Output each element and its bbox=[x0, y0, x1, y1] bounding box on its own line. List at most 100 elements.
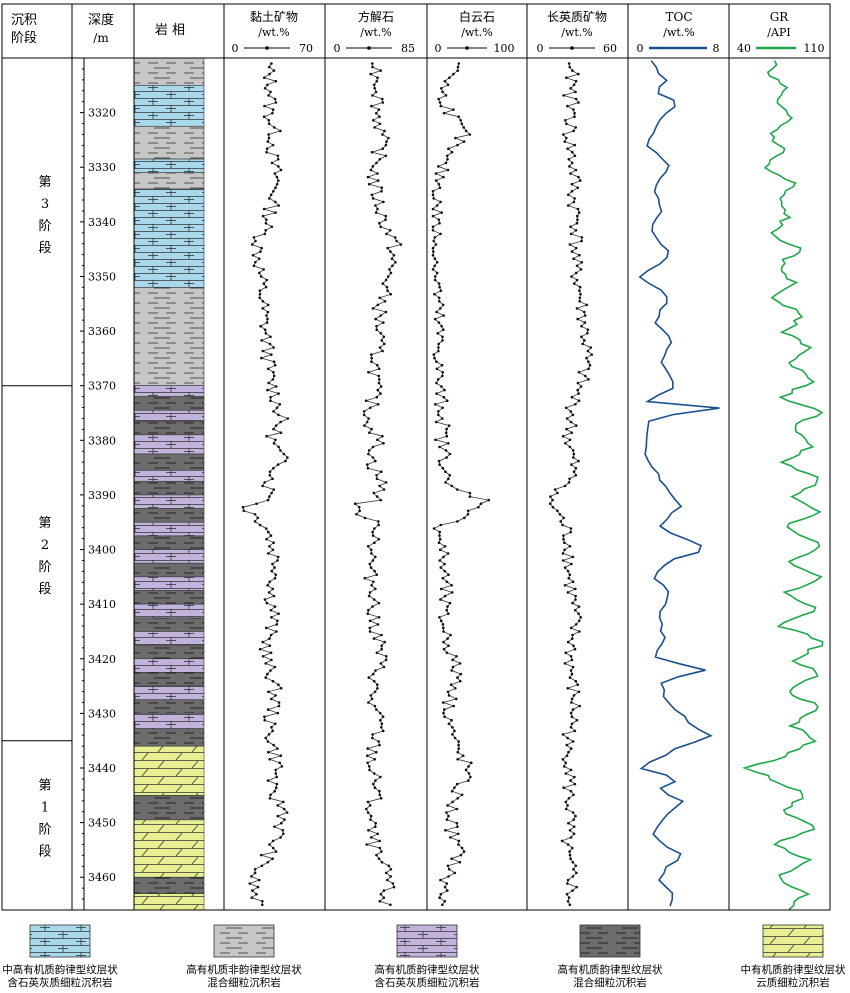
clay-point bbox=[274, 424, 278, 427]
clay-point bbox=[279, 420, 282, 424]
clay-point bbox=[270, 658, 273, 662]
calcite-point bbox=[367, 417, 370, 420]
felsic-point bbox=[556, 491, 559, 495]
dolomite-point bbox=[437, 218, 441, 221]
felsic-point bbox=[563, 566, 567, 569]
clay-point bbox=[270, 616, 273, 619]
calcite-point bbox=[377, 616, 381, 619]
calcite-point bbox=[389, 250, 392, 253]
felsic-point bbox=[562, 534, 565, 537]
dolomite-point bbox=[456, 832, 460, 836]
calcite-point bbox=[378, 115, 381, 118]
calcite-point bbox=[379, 314, 383, 317]
calcite-point bbox=[357, 505, 361, 509]
clay-point bbox=[269, 395, 272, 399]
clay-point bbox=[266, 140, 270, 143]
clay-point bbox=[276, 814, 280, 818]
felsic-point bbox=[572, 832, 576, 836]
felsic-point bbox=[578, 285, 582, 289]
felsic-point bbox=[564, 800, 568, 804]
calcite-point bbox=[379, 775, 382, 779]
legend-swatch bbox=[762, 924, 824, 958]
felsic-point bbox=[568, 65, 571, 69]
felsic-point bbox=[561, 758, 565, 761]
felsic-point bbox=[570, 562, 573, 566]
felsic-point bbox=[574, 587, 577, 591]
felsic-point bbox=[569, 626, 573, 630]
dolomite-point bbox=[440, 363, 444, 367]
dolomite-point bbox=[453, 871, 457, 875]
clay-point bbox=[268, 342, 272, 346]
clay-point bbox=[250, 875, 253, 878]
felsic-point bbox=[558, 513, 562, 516]
clay-point bbox=[269, 633, 273, 637]
clay-point bbox=[273, 789, 277, 793]
felsic-point bbox=[578, 630, 581, 633]
clay-point bbox=[264, 285, 268, 289]
dolomite-unit: /wt.% bbox=[461, 26, 493, 39]
clay-point bbox=[266, 83, 269, 87]
calcite-point bbox=[358, 509, 362, 513]
felsic-point bbox=[570, 722, 574, 726]
clay-point bbox=[276, 463, 280, 466]
calcite-point bbox=[378, 122, 382, 126]
clay-point bbox=[266, 584, 270, 587]
clay-point bbox=[270, 161, 274, 165]
dolomite-point bbox=[442, 111, 446, 115]
calcite-point bbox=[373, 126, 376, 129]
dolomite-point bbox=[464, 768, 468, 772]
clay-point bbox=[263, 104, 266, 108]
felsic-point bbox=[572, 83, 576, 87]
clay-point bbox=[259, 275, 263, 278]
calcite-point bbox=[378, 484, 381, 488]
calcite-point bbox=[381, 133, 384, 136]
dolomite-point bbox=[431, 268, 435, 271]
calcite-point bbox=[376, 179, 380, 182]
felsic-point bbox=[579, 385, 583, 388]
dolomite-point bbox=[443, 594, 447, 598]
felsic-point bbox=[590, 353, 593, 356]
clay-point bbox=[248, 882, 252, 885]
lithology-bed-dark bbox=[133, 795, 205, 821]
clay-point bbox=[269, 793, 272, 797]
dolomite-point bbox=[443, 545, 447, 548]
felsic-point bbox=[568, 438, 572, 442]
felsic-point bbox=[572, 868, 575, 871]
calcite-point bbox=[399, 243, 403, 246]
felsic-title: 长英质矿物 bbox=[547, 10, 607, 24]
clay-point bbox=[261, 307, 265, 310]
calcite-point bbox=[367, 594, 371, 598]
dolomite-point bbox=[446, 552, 450, 555]
dolomite-point bbox=[455, 821, 459, 825]
felsic-point bbox=[551, 505, 555, 509]
gr-scale-max: 110 bbox=[804, 42, 825, 55]
felsic-point bbox=[577, 399, 581, 403]
clay-point bbox=[277, 413, 280, 417]
felsic-point bbox=[563, 662, 567, 665]
felsic-point bbox=[564, 761, 567, 765]
calcite-point bbox=[384, 154, 388, 158]
lithology-bed-yellow bbox=[133, 745, 205, 796]
dolomite-point bbox=[452, 704, 456, 708]
dolomite-point bbox=[442, 630, 445, 633]
dolomite-point bbox=[443, 562, 446, 566]
clay-point bbox=[279, 449, 282, 452]
clay-point bbox=[267, 690, 270, 694]
dolomite-point bbox=[438, 221, 441, 225]
dolomite-point bbox=[456, 758, 459, 761]
dolomite-point bbox=[444, 829, 447, 832]
gr-curve bbox=[742, 60, 824, 911]
clay-point bbox=[264, 229, 268, 232]
calcite-point bbox=[382, 889, 386, 892]
dolomite-point bbox=[443, 79, 447, 83]
lithology-bed-gray bbox=[133, 57, 205, 86]
dolomite-point bbox=[438, 186, 442, 189]
calcite-point bbox=[366, 800, 370, 804]
clay-point bbox=[277, 612, 280, 615]
felsic-point bbox=[578, 179, 582, 182]
clay-point bbox=[274, 694, 277, 697]
felsic-point bbox=[573, 115, 576, 118]
lithology-bed-gray bbox=[133, 172, 205, 190]
dolomite-point bbox=[447, 722, 451, 726]
calcite-point bbox=[370, 427, 373, 431]
